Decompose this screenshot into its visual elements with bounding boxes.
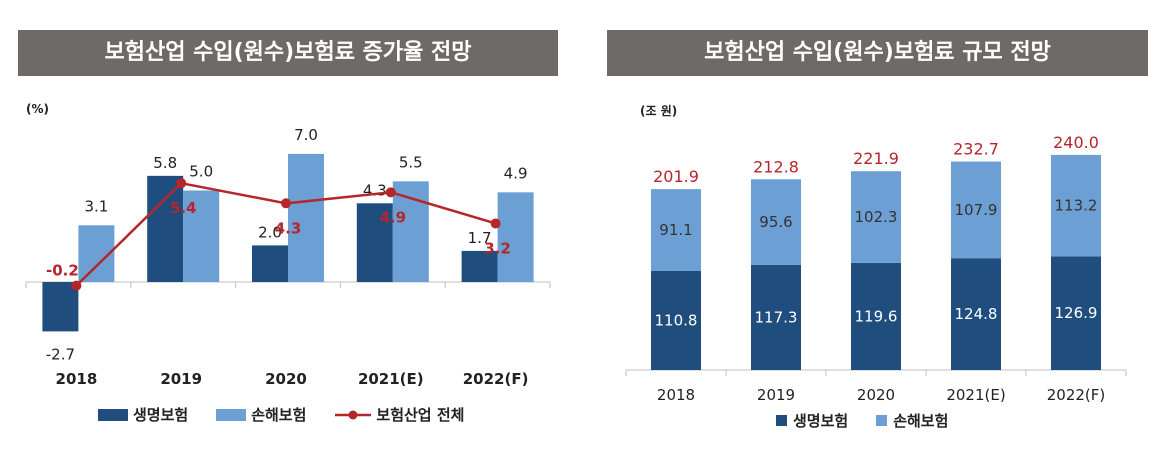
life-stack-label: 126.9 — [1055, 304, 1098, 322]
x-tick-label: 2018 — [657, 386, 695, 404]
total-marker — [281, 198, 291, 209]
nonlife-size-swatch — [876, 415, 888, 426]
life-stack-label: 110.8 — [655, 311, 698, 329]
life-value-label: 5.8 — [153, 154, 177, 172]
life-stack-bar — [851, 262, 901, 370]
total-value-label: 3.2 — [484, 239, 511, 257]
nonlife-value-label: 5.5 — [399, 153, 423, 171]
life-bar — [252, 245, 288, 282]
total-size-label: 201.9 — [653, 167, 699, 186]
premium-size-panel: 보험산업 수입(원수)보험료 규모 전망 (조 원) 110.8 91.1 201.… — [590, 0, 1170, 456]
nonlife-stack-bar — [651, 189, 701, 271]
nonlife-bar — [183, 190, 220, 282]
life-stack-bar — [751, 264, 801, 370]
life-stack-label: 124.8 — [955, 305, 998, 323]
total-size-label: 221.9 — [853, 149, 899, 168]
growth-rate-chart: -2.7 3.1 2018 5.8 5.0 2019 2.0 7.0 2020 4.3 5.5 202… — [25, 126, 551, 388]
size-unit-label: (조 원) — [640, 104, 678, 118]
nonlife-stack-label: 107.9 — [955, 201, 998, 219]
growth-legend: 생명보험 손해보험 보험산업 전체 — [98, 404, 492, 425]
growth-chart-title: 보험산업 수입(원수)보험료 증가율 전망 — [18, 30, 558, 76]
total-value-label: 4.3 — [275, 219, 302, 237]
life-bar — [147, 175, 184, 282]
growth-unit-label: (%) — [26, 102, 49, 116]
legend-label-nonlife: 손해보험 — [251, 406, 307, 424]
nonlife-value-label: 5.0 — [189, 163, 213, 181]
life-stack-bar — [951, 258, 1001, 370]
legend-label-life: 생명보험 — [133, 406, 189, 424]
total-value-label: -0.2 — [46, 262, 79, 280]
x-tick-label: 2021(E) — [946, 386, 1005, 404]
nonlife-bar — [392, 181, 429, 282]
x-tick-label: 2020 — [857, 386, 895, 404]
total-value-label: 5.4 — [170, 199, 197, 217]
x-tick-label: 2021(E) — [358, 370, 424, 388]
size-legend: 생명보험 손해보험 — [776, 410, 976, 431]
life-value-label: 1.7 — [468, 229, 492, 247]
total-size-label: 212.8 — [753, 157, 799, 176]
nonlife-stack-bar — [1051, 154, 1101, 257]
nonlife-stack-label: 95.6 — [759, 213, 792, 231]
nonlife-stack-label: 113.2 — [1055, 197, 1098, 215]
nonlife-stack-label: 91.1 — [659, 221, 692, 239]
life-stack-bar — [651, 270, 701, 370]
legend-item-nonlife: 손해보험 — [216, 404, 306, 425]
life-value-label: -2.7 — [46, 345, 75, 363]
nonlife-bar — [497, 192, 534, 282]
nonlife-value-label: 3.1 — [84, 197, 108, 215]
total-marker — [176, 178, 187, 189]
life-stack-label: 117.3 — [755, 308, 798, 326]
life-value-label: 4.3 — [363, 181, 387, 199]
life-stack-bar — [1051, 256, 1101, 370]
x-tick-label: 2018 — [56, 370, 98, 388]
nonlife-value-label: 7.0 — [294, 126, 318, 144]
total-marker — [490, 218, 501, 229]
legend-label-total: 보험산업 전체 — [376, 406, 465, 424]
legend-label-nonlife-size: 손해보험 — [893, 412, 949, 430]
nonlife-stack-bar — [851, 171, 901, 263]
legend-item-life-size: 생명보험 — [776, 410, 848, 431]
x-tick-label: 2022(F) — [463, 370, 529, 388]
legend-label-life-size: 생명보험 — [793, 412, 849, 430]
x-tick-label: 2022(F) — [1047, 386, 1106, 404]
nonlife-bar — [288, 153, 324, 282]
life-value-label: 2.0 — [258, 223, 282, 241]
total-line-swatch — [335, 410, 372, 419]
life-size-swatch — [776, 415, 787, 426]
life-stack-label: 119.6 — [855, 307, 898, 325]
total-size-label: 240.0 — [1053, 133, 1099, 152]
legend-item-life: 생명보험 — [98, 404, 188, 425]
life-bar — [461, 250, 498, 282]
size-chart-title: 보험산업 수입(원수)보험료 규모 전망 — [607, 30, 1148, 76]
growth-rate-panel: 보험산업 수입(원수)보험료 증가율 전망 (%) -2.7 3.1 2018 5.8… — [0, 0, 580, 456]
life-swatch — [98, 408, 128, 421]
total-marker — [385, 187, 396, 198]
life-bar — [42, 282, 79, 332]
nonlife-swatch — [216, 408, 247, 421]
premium-size-chart: 110.8 91.1 201.9 2018 117.3 95.6 212.8 2019 119.… — [625, 133, 1127, 404]
legend-item-nonlife-size: 손해보험 — [876, 410, 948, 431]
legend-item-total: 보험산업 전체 — [334, 404, 464, 425]
total-marker — [71, 280, 82, 291]
nonlife-value-label: 4.9 — [504, 164, 528, 182]
x-tick-label: 2019 — [160, 370, 202, 388]
total-size-label: 232.7 — [953, 140, 999, 159]
x-tick-label: 2019 — [757, 386, 795, 404]
life-bar — [356, 203, 393, 282]
nonlife-stack-bar — [751, 179, 801, 265]
nonlife-stack-label: 102.3 — [855, 208, 898, 226]
x-tick-label: 2020 — [265, 370, 307, 388]
nonlife-stack-bar — [951, 161, 1001, 259]
total-value-label: 4.9 — [380, 208, 407, 226]
